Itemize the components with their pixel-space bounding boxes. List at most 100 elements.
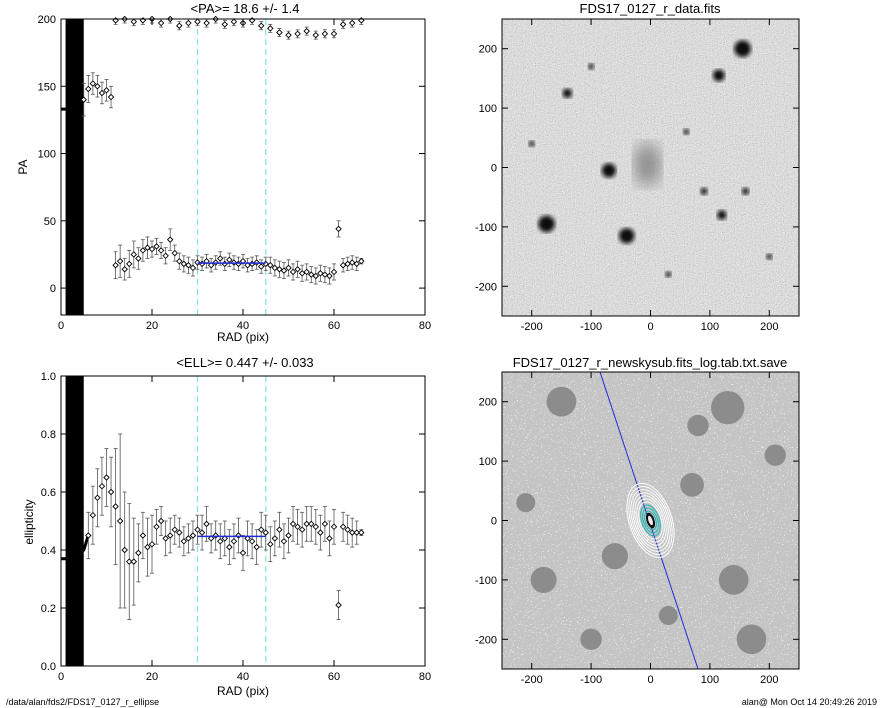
data-point <box>135 549 142 557</box>
point-source <box>562 88 573 99</box>
data-point <box>130 251 138 258</box>
data-point <box>280 267 288 274</box>
footer-timestamp: alan@ Mon Oct 14 20:49:26 2019 <box>741 697 877 707</box>
data-point <box>203 520 210 528</box>
data-point <box>121 266 128 273</box>
data-point <box>103 474 110 481</box>
data-point <box>185 535 192 542</box>
data-point <box>321 520 329 528</box>
data-point <box>226 543 233 551</box>
data-point <box>98 482 106 490</box>
data-point <box>103 87 110 94</box>
data-point <box>285 31 292 39</box>
data-point <box>94 494 101 502</box>
point-source <box>700 187 708 195</box>
target-galaxy <box>634 142 661 187</box>
data-point <box>166 532 174 539</box>
mask-region <box>764 444 786 466</box>
data-point <box>226 256 233 264</box>
data-point <box>303 520 310 528</box>
x-tick-label: 20 <box>146 671 158 683</box>
x-tick-label: 40 <box>237 320 249 332</box>
data-point <box>194 526 201 533</box>
mask-region <box>601 543 628 570</box>
point-source <box>734 40 751 58</box>
point-source <box>717 210 727 220</box>
data-point <box>180 260 188 268</box>
data-point <box>344 526 351 533</box>
data-point <box>358 257 365 265</box>
data-point <box>235 532 242 539</box>
ell-marks <box>61 376 365 666</box>
x-tick-label: 0 <box>58 320 64 332</box>
data-point <box>257 22 265 29</box>
data-point <box>335 601 342 609</box>
data-point <box>185 19 192 27</box>
data-point <box>257 526 265 533</box>
data-point <box>308 520 315 528</box>
data-point <box>267 261 274 269</box>
x-tick-label: 80 <box>419 671 431 683</box>
data-point <box>207 261 215 269</box>
data-point <box>326 535 333 542</box>
data-point <box>166 236 174 243</box>
data-point <box>176 529 183 536</box>
data-point <box>221 21 229 28</box>
data-point <box>176 22 183 29</box>
data-point <box>194 18 201 25</box>
data-point <box>339 21 347 28</box>
data-point <box>153 243 160 250</box>
data-point <box>221 535 229 542</box>
data-point <box>185 261 192 269</box>
data-point <box>157 247 165 254</box>
data-point <box>257 263 265 270</box>
data-point <box>348 259 356 266</box>
model-image-panel: FDS17_0127_r_newskysub.fits_log.tab.txt.… <box>475 355 800 686</box>
data-point <box>312 31 320 39</box>
data-point <box>107 93 115 101</box>
data-point <box>116 257 124 265</box>
data-point <box>121 546 128 554</box>
data-point <box>335 225 342 233</box>
data-point <box>348 19 356 27</box>
x-tick-label: 40 <box>237 671 249 683</box>
data-point <box>139 532 147 539</box>
point-source <box>683 128 690 135</box>
data-point <box>276 266 283 273</box>
point-source <box>766 253 773 260</box>
point-source <box>741 187 750 195</box>
x-tick-label: 0 <box>647 674 653 686</box>
data-point <box>98 89 106 97</box>
pa-profile-panel: <PA>= 18.6 +/- 1.4 0 20 40 60 80 0 50 100 150 20… <box>16 1 431 344</box>
data-point <box>176 257 183 265</box>
data-point <box>248 538 256 545</box>
data-point <box>130 558 138 565</box>
data-point <box>312 523 320 531</box>
point-source <box>712 69 725 82</box>
data-point <box>253 543 260 551</box>
data-point <box>317 270 324 277</box>
ellipticity-profile-panel: <ELL>= 0.447 +/- 0.033 0 20 40 60 80 0.00.20… <box>22 355 431 698</box>
data-point <box>244 261 251 269</box>
data-point <box>94 83 101 90</box>
data-point <box>157 19 165 27</box>
data-point <box>317 529 324 536</box>
data-point <box>294 266 301 273</box>
x-tick-label: -100 <box>580 674 602 686</box>
data-point <box>244 535 251 542</box>
model-image-y-ticks: -200 -100 0 100 200 <box>475 397 799 646</box>
y-tick-label: 0.0 <box>41 661 56 673</box>
data-image-x-ticks: -200 -100 0 100 200 <box>521 19 778 333</box>
y-tick-label: 0.2 <box>41 603 56 615</box>
data-point <box>298 526 306 533</box>
data-point <box>230 538 238 545</box>
data-point <box>217 255 224 262</box>
y-tick-label: 0.8 <box>41 429 56 441</box>
data-point <box>80 96 87 103</box>
point-source <box>601 163 617 178</box>
data-point <box>171 249 178 257</box>
x-tick-label: -200 <box>521 321 543 333</box>
x-tick-label: 100 <box>701 674 719 686</box>
y-tick-label: 100 <box>479 103 497 115</box>
